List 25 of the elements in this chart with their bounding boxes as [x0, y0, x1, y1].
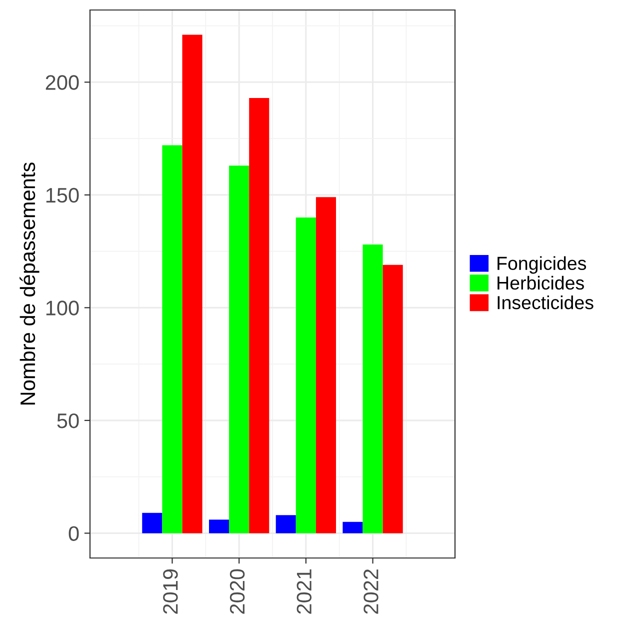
bar — [362, 244, 383, 534]
legend-label: Insecticides — [498, 296, 594, 310]
bar — [162, 145, 182, 534]
y-tick-label: 0 — [68, 526, 79, 541]
bar — [382, 264, 403, 534]
x-tick-label: 2020 — [230, 569, 245, 614]
x-tick-label: 2019 — [163, 569, 178, 614]
y-tick-label: 200 — [46, 75, 79, 90]
y-tick-label: 50 — [57, 413, 79, 428]
x-tick-label: 2021 — [296, 569, 312, 614]
bar — [342, 522, 363, 534]
y-tick-label: 150 — [46, 188, 79, 203]
y-tick-label: 100 — [46, 300, 79, 316]
bar — [249, 98, 270, 534]
bar — [316, 197, 336, 534]
bar — [276, 515, 296, 534]
bar — [142, 512, 162, 534]
legend-label: Fongicides — [498, 256, 586, 274]
legend-label: Herbicides — [498, 276, 584, 290]
bar — [296, 217, 316, 534]
x-tick-label: 2022 — [364, 569, 378, 614]
y-axis-title: Nombre de dépassements — [20, 162, 40, 404]
bar — [182, 34, 202, 534]
bar — [229, 166, 250, 534]
bar — [208, 520, 230, 534]
